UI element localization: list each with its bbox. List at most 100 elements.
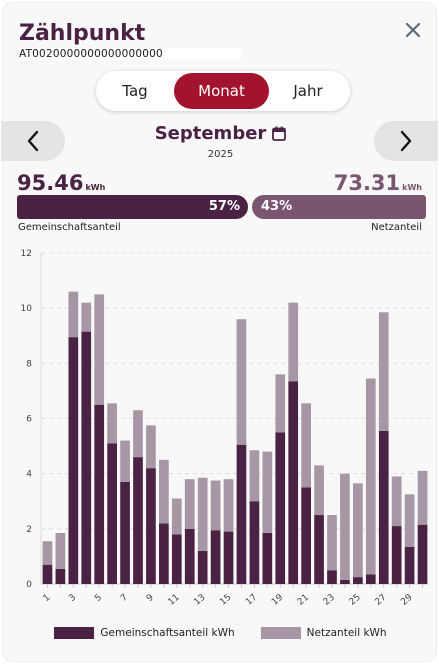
bar-community [146, 468, 156, 584]
bar-community [314, 515, 324, 584]
bar-community [236, 444, 247, 584]
bar-community [197, 550, 208, 584]
bar-community [133, 457, 143, 584]
community-unit: kWh [85, 183, 106, 192]
legend-item-grid[interactable]: Netzanteil kWh [260, 627, 387, 639]
bar-community [378, 430, 389, 584]
bar-grid [378, 312, 389, 431]
bar-grid [120, 440, 130, 482]
bar-community [94, 404, 105, 584]
x-tick-label: 5 [93, 593, 104, 604]
bar-grid [68, 291, 79, 338]
bar-community [159, 523, 169, 584]
bar-grid [55, 532, 66, 569]
bar-grid [197, 477, 208, 551]
x-tick-label: 7 [119, 593, 130, 604]
y-tick-label: 10 [21, 304, 33, 314]
bar-community [42, 564, 53, 584]
bar-grid [417, 470, 428, 525]
meter-id: AT0020000000000000000 [19, 48, 241, 60]
bar-grid [236, 319, 247, 445]
bar-community [301, 487, 311, 584]
y-tick-label: 0 [26, 580, 32, 590]
grid-share-bar: 43% [252, 195, 426, 219]
x-tick-label: 13 [192, 593, 207, 608]
x-tick-label: 3 [67, 593, 78, 604]
bar-grid [249, 450, 260, 502]
chevron-right-icon [400, 130, 412, 152]
x-tick-label: 17 [244, 593, 259, 608]
grid-share-label: Netzanteil [371, 222, 422, 233]
bar-community [171, 534, 182, 584]
bar-community [391, 526, 402, 584]
y-tick-label: 4 [26, 470, 32, 480]
bar-grid [288, 302, 299, 382]
bar-grid [275, 374, 286, 433]
tab-month[interactable]: Monat [174, 73, 269, 109]
legend-swatch-grid [260, 627, 301, 639]
community-value: 95.46 [17, 171, 84, 195]
bar-community [120, 481, 130, 584]
bar-grid [42, 541, 53, 565]
bar-community [210, 530, 221, 584]
year-label: 2025 [207, 149, 234, 160]
month-label: September [154, 123, 267, 144]
bar-community [417, 524, 428, 584]
x-tick-label: 27 [373, 593, 388, 608]
month-selector[interactable]: September [3, 123, 438, 146]
x-tick-label: 29 [399, 592, 414, 607]
bar-grid [210, 480, 221, 531]
bar-grid [340, 473, 350, 580]
bar-community [404, 546, 415, 584]
close-icon [406, 23, 420, 37]
bar-community [275, 432, 286, 584]
bar-grid [314, 465, 324, 516]
page-title: Zählpunkt [19, 21, 146, 46]
bar-grid [404, 494, 415, 547]
bar-community [262, 532, 273, 584]
bar-community [353, 577, 363, 584]
community-share-label: Gemeinschaftsanteil [18, 222, 121, 233]
bar-grid [146, 425, 156, 469]
x-tick-label: 21 [296, 593, 311, 608]
bar-grid [107, 403, 117, 444]
x-tick-label: 1 [42, 593, 53, 604]
bar-grid [301, 403, 311, 488]
bar-grid [94, 294, 105, 405]
legend-item-community[interactable]: Gemeinschaftsanteil kWh [54, 627, 235, 639]
bar-grid [327, 515, 337, 571]
bar-community [68, 337, 79, 584]
tab-year[interactable]: Jahr [293, 82, 323, 100]
chevron-left-icon [27, 130, 39, 152]
x-tick-label: 9 [145, 592, 156, 604]
x-tick-label: 11 [167, 593, 182, 608]
x-tick-label: 23 [322, 593, 337, 608]
bar-grid [391, 476, 402, 527]
grid-value: 73.31 [333, 171, 401, 195]
x-tick-label: 19 [270, 592, 285, 607]
community-share-bar: 57% [17, 195, 248, 219]
bar-community [327, 570, 337, 584]
bar-community [249, 501, 260, 584]
y-tick-label: 2 [26, 525, 32, 535]
tab-day[interactable]: Tag [122, 82, 148, 100]
bar-community [107, 443, 117, 584]
bar-community [340, 579, 350, 584]
next-month-button[interactable] [374, 121, 438, 161]
chart-legend: Gemeinschaftsanteil kWh Netzanteil kWh [3, 627, 438, 639]
bar-grid [223, 479, 234, 532]
bar-grid [184, 479, 195, 529]
close-button[interactable] [402, 19, 424, 41]
bar-grid [365, 378, 376, 575]
grid-total: 73.31 kWh [334, 171, 422, 195]
previous-month-button[interactable] [1, 121, 65, 161]
community-total: 95.46 kWh [17, 171, 105, 195]
calendar-icon [272, 125, 287, 146]
legend-label-community: Gemeinschaftsanteil kWh [100, 627, 235, 639]
bar-community [365, 574, 376, 584]
bar-community [55, 568, 66, 584]
legend-swatch-community [54, 627, 95, 639]
period-selector: Tag Monat Jahr [96, 71, 350, 111]
